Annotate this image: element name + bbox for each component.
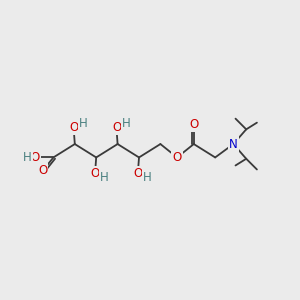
- Text: O: O: [69, 122, 78, 134]
- Text: H: H: [100, 171, 109, 184]
- Text: O: O: [189, 118, 198, 131]
- Text: H: H: [79, 117, 88, 130]
- Text: O: O: [133, 167, 142, 180]
- Text: N: N: [229, 138, 238, 151]
- Text: O: O: [91, 167, 100, 180]
- Text: H: H: [122, 117, 130, 130]
- Text: O: O: [172, 151, 182, 164]
- Text: H: H: [23, 151, 32, 164]
- Text: H: H: [143, 171, 152, 184]
- Text: O: O: [31, 151, 40, 164]
- Text: O: O: [112, 122, 121, 134]
- Text: O: O: [38, 164, 47, 177]
